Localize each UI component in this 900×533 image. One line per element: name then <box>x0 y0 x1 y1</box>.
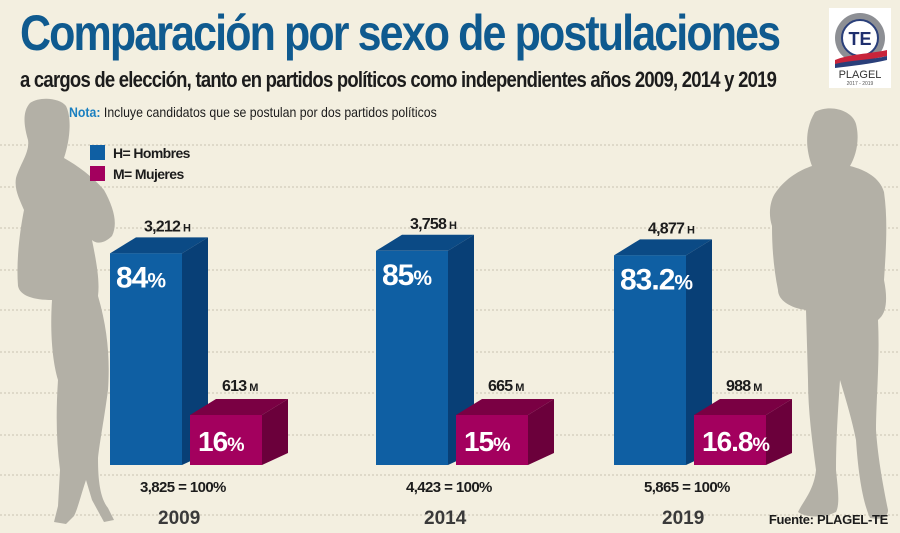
logo-name: PLAGEL <box>839 69 882 81</box>
note-text: Incluye candidatos que se postulan por d… <box>100 104 437 120</box>
legend-label-mujeres: M= Mujeres <box>113 165 184 182</box>
count-label-mujeres-2019: 988 M <box>726 378 762 395</box>
logo-initials: TE <box>848 29 871 49</box>
count-label-hombres-2009: 3,212 H <box>144 218 191 235</box>
legend-swatch-mujeres <box>90 166 105 181</box>
legend: H= Hombres M= Mujeres <box>90 142 190 184</box>
bar-mujeres-2009-top <box>190 399 288 415</box>
bar-mujeres-2014 <box>456 415 528 465</box>
source-note: Fuente: PLAGEL-TE <box>768 512 888 527</box>
legend-label-hombres: H= Hombres <box>113 144 190 161</box>
percent-label-mujeres-2014: 15% <box>464 426 510 457</box>
legend-item-mujeres: M= Mujeres <box>90 163 190 184</box>
bar-mujeres-2014-side <box>528 399 554 465</box>
percent-label-hombres-2019: 83.2% <box>620 263 693 296</box>
chart-subtitle: a cargos de elección, tanto en partidos … <box>20 67 777 92</box>
category-label-2009: 2009 <box>158 508 200 529</box>
bar-hombres-2009-top <box>110 237 208 254</box>
percent-label-mujeres-2009: 16% <box>198 426 244 457</box>
legend-item-hombres: H= Hombres <box>90 142 190 163</box>
category-label-2019: 2019 <box>662 508 704 529</box>
count-label-mujeres-2009: 613 M <box>222 378 258 395</box>
bar-hombres-2014 <box>376 250 448 465</box>
count-label-hombres-2014: 3,758 H <box>410 216 457 233</box>
te-seal-icon: TE PLAGEL 2017 - 2019 <box>829 8 891 88</box>
chart-title: Comparación por sexo de postulaciones <box>20 5 781 61</box>
bar-hombres-2009 <box>110 253 182 465</box>
bar-mujeres-2014-top <box>456 399 554 415</box>
total-label-2014: 4,423 = 100% <box>406 479 492 496</box>
bar-hombres-2019-top <box>614 239 712 256</box>
percent-label-mujeres-2019: 16.8% <box>702 426 770 457</box>
category-label-2014: 2014 <box>424 508 467 529</box>
bar-mujeres-2009 <box>190 415 262 465</box>
count-label-hombres-2019: 4,877 H <box>648 220 695 237</box>
bar-mujeres-2019 <box>694 415 766 465</box>
legend-swatch-hombres <box>90 145 105 160</box>
bar-hombres-2014-side <box>448 234 474 465</box>
bar-hombres-2014-top <box>376 234 474 251</box>
percent-label-hombres-2014: 85% <box>382 259 432 292</box>
total-label-2009: 3,825 = 100% <box>140 479 226 496</box>
logo-years: 2017 - 2019 <box>847 81 874 87</box>
note: Nota: Incluye candidatos que se postulan… <box>69 104 437 120</box>
bar-hombres-2019 <box>614 255 686 465</box>
bar-mujeres-2019-side <box>766 399 792 465</box>
bar-mujeres-2009-side <box>262 399 288 465</box>
note-label: Nota: <box>69 104 101 120</box>
count-label-mujeres-2014: 665 M <box>488 378 524 395</box>
percent-label-hombres-2009: 84% <box>116 261 166 294</box>
bar-mujeres-2019-top <box>694 399 792 415</box>
total-label-2019: 5,865 = 100% <box>644 479 730 496</box>
